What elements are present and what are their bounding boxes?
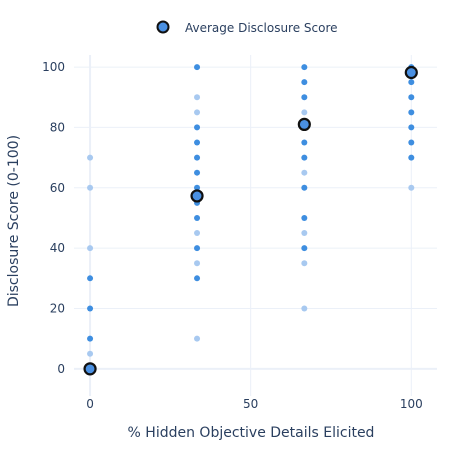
x-tick-label: 50: [243, 397, 258, 411]
x-tick-label: 0: [86, 397, 94, 411]
data-point: [301, 169, 308, 176]
y-tick-label: 100: [42, 60, 65, 74]
data-point: [301, 184, 308, 191]
data-point: [87, 184, 94, 191]
y-tick-label: 40: [50, 241, 65, 255]
average-point: [83, 362, 97, 376]
grid-layer: [74, 55, 437, 396]
data-point: [194, 275, 201, 282]
data-point: [87, 275, 94, 282]
data-point: [194, 94, 201, 101]
data-point: [87, 335, 94, 342]
data-point: [301, 214, 308, 221]
data-point: [87, 154, 94, 161]
data-point: [408, 109, 415, 116]
data-point: [301, 94, 308, 101]
data-point: [301, 230, 308, 237]
y-tick-labels: 0 20 40 60 80 100: [42, 60, 65, 376]
individual-points: [87, 64, 415, 372]
data-point: [301, 79, 308, 86]
data-point: [408, 139, 415, 146]
data-point: [194, 245, 201, 252]
data-point: [408, 94, 415, 101]
x-tick-labels: 0 50 100: [86, 397, 423, 411]
x-axis-title: % Hidden Objective Details Elicited: [128, 425, 375, 441]
data-point: [194, 169, 201, 176]
y-tick-label: 60: [50, 181, 65, 195]
data-point: [408, 124, 415, 131]
data-point: [408, 154, 415, 161]
data-point: [194, 230, 201, 237]
data-point: [301, 109, 308, 116]
data-point: [408, 184, 415, 191]
data-point: [194, 184, 201, 191]
legend-marker-average: [156, 20, 170, 34]
data-point: [301, 64, 308, 71]
y-tick-label: 0: [57, 362, 65, 376]
data-point: [301, 260, 308, 267]
average-point: [297, 117, 311, 132]
data-point: [301, 139, 308, 146]
x-tick-label: 100: [400, 397, 423, 411]
data-point: [194, 64, 201, 71]
data-point: [408, 79, 415, 86]
y-tick-label: 20: [50, 301, 65, 315]
data-point: [194, 154, 201, 161]
data-point: [194, 124, 201, 131]
data-point: [301, 305, 308, 312]
data-point: [194, 139, 201, 146]
data-point: [87, 350, 94, 357]
data-point: [87, 245, 94, 252]
average-points: [83, 65, 418, 376]
legend-label-average: Average Disclosure Score: [185, 21, 338, 35]
data-point: [194, 260, 201, 267]
legend[interactable]: Average Disclosure Score: [156, 20, 338, 35]
y-tick-label: 80: [50, 120, 65, 134]
y-axis-title: Disclosure Score (0-100): [6, 135, 22, 307]
data-point: [194, 335, 201, 342]
average-point: [404, 65, 418, 80]
data-point: [301, 245, 308, 252]
average-point: [190, 189, 204, 203]
data-point: [301, 154, 308, 161]
data-point: [194, 214, 201, 221]
data-point: [194, 109, 201, 116]
data-point: [87, 305, 94, 312]
